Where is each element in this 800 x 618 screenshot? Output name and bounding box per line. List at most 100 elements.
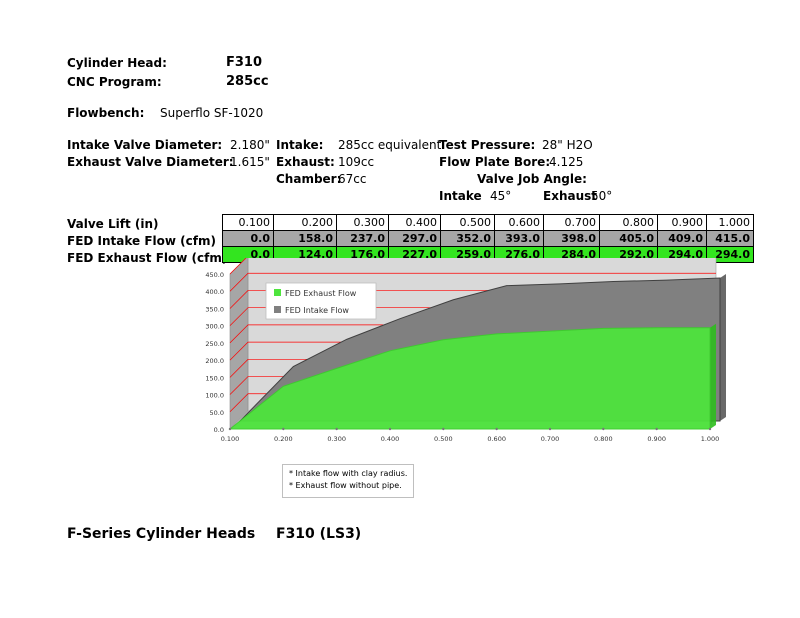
series-area-intake-side xyxy=(720,274,726,421)
table-cell: 0.100 xyxy=(222,214,274,231)
y-tick-label: 450.0 xyxy=(205,271,224,279)
intake-valve-diameter-label: Intake Valve Diameter: xyxy=(67,138,223,152)
table-cell: 352.0 xyxy=(440,230,495,247)
x-tick-mark xyxy=(655,427,658,431)
table-cell: 0.600 xyxy=(494,214,544,231)
table-cell: 237.0 xyxy=(336,230,389,247)
table-cell: 0.900 xyxy=(657,214,707,231)
vja-intake-label: Intake xyxy=(439,189,482,203)
x-tick-mark xyxy=(708,427,712,431)
flow-plate-bore-value: 4.125 xyxy=(549,155,584,169)
x-tick-mark xyxy=(495,427,498,431)
intake-valve-diameter-value: 2.180" xyxy=(230,138,270,152)
x-tick-label: 0.900 xyxy=(647,435,666,443)
y-axis-ticks: 0.0 50.0 100.0 150.0 200.0 250.0 300.0 350.0 400… xyxy=(205,271,224,434)
flowbench-value: Superflo SF-1020 xyxy=(160,106,264,120)
x-tick-mark xyxy=(602,427,605,431)
series-title: F-Series Cylinder Heads xyxy=(67,526,256,542)
note-exhaust: * Exhaust flow without pipe. xyxy=(289,481,402,490)
x-tick-mark xyxy=(228,427,232,431)
notes-box: * Intake flow with clay radius. * Exhaus… xyxy=(282,464,414,498)
exhaust-volume-label: Exhaust: xyxy=(276,155,335,169)
x-tick-label: 0.500 xyxy=(434,435,453,443)
chart-gridline xyxy=(229,272,716,292)
table-cell: 1.000 xyxy=(706,214,754,231)
cylinder-head-value: F310 xyxy=(226,55,263,70)
chart-left-wall xyxy=(229,258,249,430)
x-tick-label: 0.300 xyxy=(327,435,346,443)
table-cell: 297.0 xyxy=(388,230,441,247)
legend-label-exhaust: FED Exhaust Flow xyxy=(285,289,357,298)
y-tick-label: 100.0 xyxy=(205,392,224,400)
table-cell: 393.0 xyxy=(494,230,544,247)
y-tick-label: 150.0 xyxy=(205,374,224,382)
vja-intake-value: 45° xyxy=(490,189,512,203)
legend-label-intake: FED Intake Flow xyxy=(285,306,349,315)
row-label-valve-lift: Valve Lift (in) xyxy=(67,217,159,231)
x-tick-label: 0.400 xyxy=(381,435,400,443)
table-cell: 0.0 xyxy=(222,230,274,247)
x-tick-label: 0.100 xyxy=(221,435,240,443)
table-cell: 415.0 xyxy=(706,230,754,247)
x-tick-mark xyxy=(335,427,338,431)
table-cell: 0.800 xyxy=(599,214,658,231)
table-cell: 158.0 xyxy=(273,230,337,247)
x-tick-label: 0.700 xyxy=(541,435,560,443)
table-cell: 409.0 xyxy=(657,230,707,247)
y-tick-label: 400.0 xyxy=(205,288,224,296)
table-row-valve-lift: 0.100 0.200 0.300 0.400 0.500 0.600 0.70… xyxy=(222,214,754,231)
chamber-label: Chamber: xyxy=(276,172,342,186)
table-row-intake-flow: 0.0 158.0 237.0 297.0 352.0 393.0 398.0 … xyxy=(222,230,754,247)
chamber-value: 67cc xyxy=(338,172,367,186)
x-tick-mark xyxy=(282,427,285,431)
table-cell: 0.300 xyxy=(336,214,389,231)
y-tick-label: 50.0 xyxy=(210,409,224,417)
legend-swatch-intake xyxy=(274,306,281,313)
y-tick-label: 250.0 xyxy=(205,340,224,348)
chart-legend: FED Exhaust Flow FED Intake Flow xyxy=(265,282,377,320)
vja-exhaust-value: 50° xyxy=(591,189,613,203)
legend-swatch-exhaust xyxy=(274,289,281,296)
flow-table: 0.100 0.200 0.300 0.400 0.500 0.600 0.70… xyxy=(222,214,754,263)
table-cell: 0.400 xyxy=(388,214,441,231)
table-cell: 0.200 xyxy=(273,214,337,231)
table-cell: 405.0 xyxy=(599,230,658,247)
y-tick-label: 350.0 xyxy=(205,305,224,313)
y-tick-label: 300.0 xyxy=(205,323,224,331)
legend-box xyxy=(265,282,377,320)
exhaust-valve-diameter-label: Exhaust Valve Diameter: xyxy=(67,155,234,169)
intake-volume-value: 285cc equivalent xyxy=(338,138,442,152)
note-intake: * Intake flow with clay radius. xyxy=(289,469,408,478)
flowbench-label: Flowbench: xyxy=(67,106,145,120)
table-cell: 0.700 xyxy=(543,214,600,231)
exhaust-volume-value: 109cc xyxy=(338,155,375,169)
cnc-program-value: 285cc xyxy=(226,74,269,89)
row-label-intake-flow: FED Intake Flow (cfm) xyxy=(67,234,216,248)
x-tick-label: 1.000 xyxy=(701,435,720,443)
table-cell: 398.0 xyxy=(543,230,600,247)
test-pressure-label: Test Pressure: xyxy=(439,138,536,152)
table-cell: 0.500 xyxy=(440,214,495,231)
flow-plate-bore-label: Flow Plate Bore: xyxy=(439,155,551,169)
chart-gridline xyxy=(229,258,247,275)
series-area-exhaust-side xyxy=(710,323,716,429)
valve-job-angle-label: Valve Job Angle: xyxy=(477,172,587,186)
x-tick-label: 0.600 xyxy=(487,435,506,443)
vja-exhaust-label: Exhaust xyxy=(543,189,597,203)
intake-volume-label: Intake: xyxy=(276,138,324,152)
y-tick-label: 200.0 xyxy=(205,357,224,365)
x-tick-mark xyxy=(388,427,392,431)
x-tick-label: 0.200 xyxy=(274,435,293,443)
exhaust-valve-diameter-value: 1.615" xyxy=(230,155,270,169)
y-tick-label: 0.0 xyxy=(214,426,224,434)
flow-chart: 0.0 50.0 100.0 150.0 200.0 250.0 300.0 350.0 400… xyxy=(205,258,726,443)
series-area-exhaust xyxy=(228,327,711,430)
x-tick-mark xyxy=(548,427,552,431)
x-tick-mark xyxy=(442,427,445,431)
cylinder-head-label: Cylinder Head: xyxy=(67,56,167,70)
table-cell: 294.0 xyxy=(706,246,754,263)
test-pressure-value: 28" H2O xyxy=(542,138,593,152)
x-tick-label: 0.800 xyxy=(594,435,613,443)
row-label-exhaust-flow: FED Exhaust Flow (cfm) xyxy=(67,251,228,265)
cnc-program-label: CNC Program: xyxy=(67,75,162,89)
